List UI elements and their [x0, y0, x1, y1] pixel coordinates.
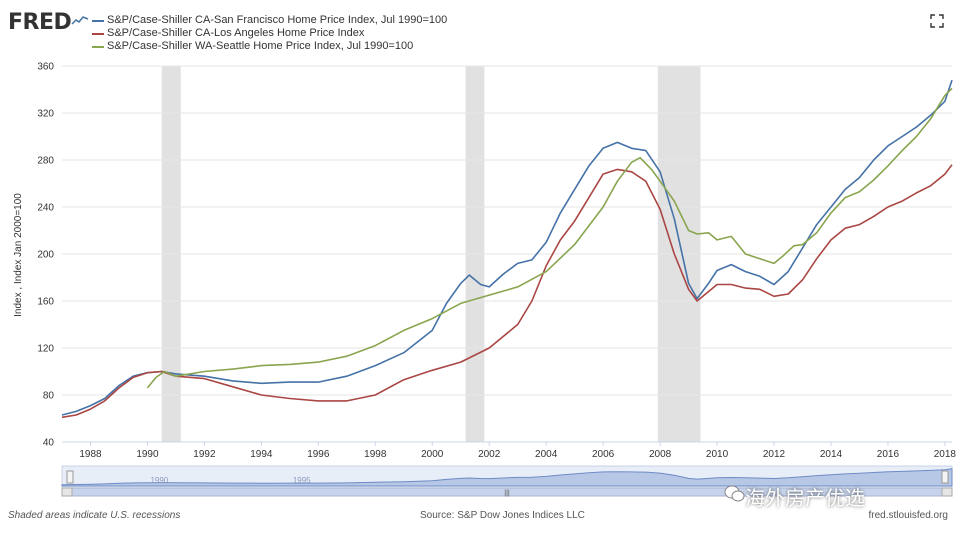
y-tick-label: 40	[43, 438, 55, 449]
recession-note: Shaded areas indicate U.S. recessions	[8, 510, 181, 521]
legend-label-seattle: S&P/Case-Shiller WA-Seattle Home Price I…	[107, 40, 414, 52]
y-tick-label: 240	[37, 203, 54, 214]
scrollbar-grip-icon[interactable]: |||	[504, 490, 510, 497]
source-text: Source: S&P Dow Jones Indices LLC	[420, 510, 585, 521]
legend-swatch-seattle	[92, 45, 104, 48]
fullscreen-expand-icon[interactable]	[930, 14, 944, 28]
series-lines	[61, 79, 953, 419]
series-line-seattle	[146, 87, 953, 389]
y-axis: 40 80 120 160 200 240 280 320 360	[37, 62, 54, 449]
x-tick-label: 2012	[763, 449, 786, 460]
navigator-handle-left[interactable]	[66, 470, 74, 484]
x-tick-label: 2014	[820, 449, 843, 460]
x-tick-label: 2006	[592, 449, 615, 460]
y-tick-label: 80	[43, 391, 55, 402]
wechat-icon	[724, 485, 745, 502]
x-tick-label: 2000	[421, 449, 444, 460]
y-tick-label: 160	[37, 297, 54, 308]
navigator-handle-right[interactable]	[941, 470, 949, 484]
x-tick-label: 2016	[877, 449, 900, 460]
navigator-area	[61, 468, 953, 487]
series-line-san-francisco	[61, 79, 953, 416]
scrollbar-left-arrow[interactable]	[61, 487, 73, 497]
navigator-tick-label: 1995	[293, 476, 311, 485]
x-tick-label: 2010	[706, 449, 729, 460]
x-tick-label: 1990	[136, 449, 159, 460]
x-tick-label: 2018	[934, 449, 957, 460]
legend-swatch-los-angeles	[92, 32, 104, 35]
legend-label-los-angeles: S&P/Case-Shiller CA-Los Angeles Home Pri…	[107, 27, 365, 39]
watermark-brand-text: 海外房产优选	[745, 486, 865, 510]
x-tick-label: 1988	[79, 449, 102, 460]
scrollbar-right-arrow[interactable]	[941, 487, 953, 497]
y-tick-label: 360	[37, 62, 54, 73]
x-tick-label: 2002	[478, 449, 501, 460]
legend-swatch-san-francisco	[92, 19, 104, 22]
site-link[interactable]: fred.stlouisfed.org	[868, 510, 949, 521]
x-tick-label: 2008	[649, 449, 672, 460]
y-tick-label: 280	[37, 156, 54, 167]
y-axis-title: Index , Index Jan 2000=100	[13, 193, 24, 317]
y-tick-label: 320	[37, 109, 54, 120]
x-tick-label: 1994	[250, 449, 273, 460]
navigator-tick-label: 1990	[150, 476, 168, 485]
x-tick-label: 1996	[307, 449, 330, 460]
legend-item-seattle: S&P/Case-Shiller WA-Seattle Home Price I…	[92, 40, 447, 53]
fred-logo-sparkline-icon	[71, 16, 89, 25]
x-tick-label: 2004	[535, 449, 558, 460]
y-tick-label: 120	[37, 344, 54, 355]
legend-item-los-angeles: S&P/Case-Shiller CA-Los Angeles Home Pri…	[92, 27, 447, 40]
chart-legend: S&P/Case-Shiller CA-San Francisco Home P…	[92, 14, 447, 53]
fred-logo: FRED	[8, 10, 72, 35]
x-axis: 1988 1990 1992 1994 1996 1998 2000 2002 2004 2006…	[62, 441, 957, 460]
chart-header: FRED S&P/Case-Shiller CA-San Francisco H…	[0, 0, 960, 62]
legend-item-san-francisco: S&P/Case-Shiller CA-San Francisco Home P…	[92, 14, 447, 27]
series-line-los-angeles	[61, 164, 953, 419]
range-navigator[interactable]: 1990 1995 |||	[61, 465, 953, 497]
y-tick-label: 200	[37, 250, 54, 261]
x-tick-label: 1998	[364, 449, 387, 460]
x-tick-label: 1992	[193, 449, 216, 460]
legend-label-san-francisco: S&P/Case-Shiller CA-San Francisco Home P…	[107, 14, 448, 26]
navigator-ticks: 1990 1995	[150, 476, 311, 485]
